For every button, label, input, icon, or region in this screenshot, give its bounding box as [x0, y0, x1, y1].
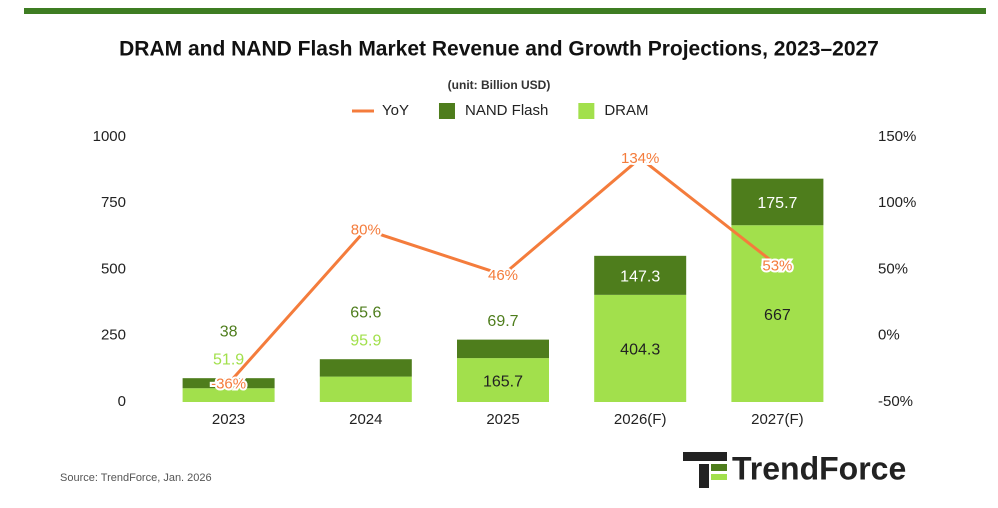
y-tick-label: 0: [118, 393, 126, 410]
logo-mark: [711, 464, 727, 471]
chart-subtitle: (unit: Billion USD): [448, 78, 551, 92]
bar: [457, 358, 549, 402]
data-label: 46%: [488, 267, 518, 284]
bar: [182, 388, 275, 402]
y2-tick-label: 150%: [878, 128, 916, 145]
x-tick-label: 2024: [349, 411, 382, 428]
top-band: [24, 8, 986, 14]
data-label: -36%: [211, 375, 246, 392]
bar: [731, 178, 824, 226]
bar: [594, 255, 687, 295]
y-tick-label: 1000: [93, 128, 126, 145]
y2-tick-label: 0%: [878, 327, 900, 344]
logo-mark: [683, 452, 727, 461]
y2-tick-label: 100%: [878, 194, 916, 211]
data-label: 95.9: [350, 332, 381, 349]
legend-swatch: [438, 103, 455, 119]
chart-title: DRAM and NAND Flash Market Revenue and G…: [119, 38, 879, 61]
x-tick-label: 2027(F): [751, 411, 804, 428]
bar: [731, 225, 824, 402]
data-label: 38: [220, 323, 238, 340]
bar: [319, 376, 412, 402]
data-label: 69.7: [487, 313, 518, 330]
data-label-halo: 53%: [762, 257, 792, 274]
data-label-halo: 46%: [488, 267, 518, 284]
y-tick-label: 750: [101, 194, 126, 211]
legend-label: DRAM: [604, 102, 648, 119]
y-tick-label: 250: [101, 327, 126, 344]
x-tick-label: 2023: [212, 411, 245, 428]
data-label-halo: 134%: [621, 150, 659, 167]
bar: [319, 359, 412, 377]
legend-label: YoY: [382, 102, 409, 119]
x-tick-label: 2025: [486, 411, 519, 428]
data-label: 667: [764, 307, 791, 324]
logo: TrendForce: [683, 450, 906, 488]
data-label-halo: -36%: [211, 375, 246, 392]
x-tick-label: 2026(F): [614, 411, 667, 428]
data-label: 51.9: [213, 351, 244, 368]
data-label: 147.3: [620, 269, 660, 286]
legend-swatch: [578, 103, 595, 119]
data-label: 165.7: [483, 373, 523, 390]
logo-text: TrendForce: [732, 450, 906, 486]
logo-mark: [699, 464, 709, 488]
legend-label: NAND Flash: [465, 102, 548, 119]
bar: [594, 294, 687, 402]
bar: [457, 339, 549, 359]
y2-tick-label: -50%: [878, 393, 913, 410]
source: Source: TrendForce, Jan. 2026: [60, 472, 212, 484]
data-label: 134%: [621, 150, 659, 167]
logo-mark: [711, 474, 727, 480]
line: [227, 156, 779, 385]
y2-tick-label: 50%: [878, 260, 908, 277]
data-label: 175.7: [757, 195, 797, 212]
data-label: 65.6: [350, 304, 381, 321]
data-label-halo: 80%: [351, 222, 381, 239]
y-tick-label: 500: [101, 260, 126, 277]
data-label: 53%: [762, 257, 792, 274]
data-label: 80%: [351, 222, 381, 239]
data-label: 404.3: [620, 342, 660, 359]
